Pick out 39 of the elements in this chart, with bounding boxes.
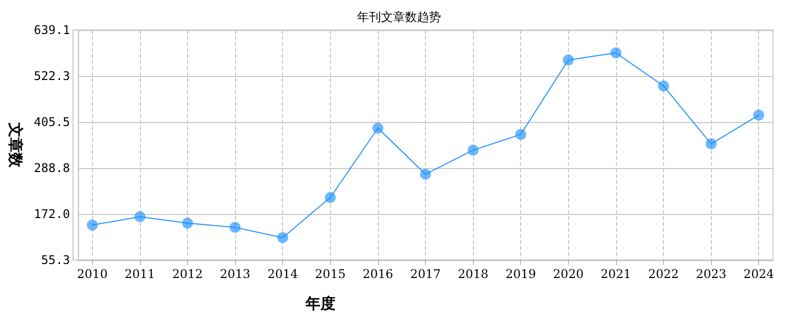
point bbox=[562, 54, 574, 66]
x-tick-label: 2020 bbox=[553, 267, 584, 281]
x-tick-label: 2024 bbox=[743, 267, 774, 281]
point bbox=[658, 80, 670, 92]
point bbox=[610, 47, 622, 58]
point bbox=[706, 138, 717, 150]
chart-title: 年刊文章数趋势 bbox=[357, 10, 441, 24]
x-tick-label: 2014 bbox=[267, 267, 298, 281]
y-tick-label: 522.3 bbox=[34, 69, 70, 84]
point bbox=[420, 168, 432, 180]
point bbox=[134, 211, 146, 222]
x-tick-label: 2013 bbox=[220, 267, 250, 281]
point bbox=[182, 218, 194, 229]
point bbox=[86, 220, 98, 231]
x-tick-label: 2015 bbox=[315, 267, 346, 281]
x-tick-label: 2011 bbox=[124, 267, 156, 281]
y-axis-title: 文章数 bbox=[6, 122, 24, 168]
y-tick-label: 172.0 bbox=[34, 207, 70, 222]
x-tick-label: 2023 bbox=[696, 267, 726, 281]
x-tick-label: 2019 bbox=[505, 267, 536, 281]
point bbox=[753, 110, 764, 121]
x-tick-label: 2018 bbox=[458, 267, 488, 281]
point bbox=[372, 122, 384, 134]
x-tick-label: 2010 bbox=[77, 267, 108, 281]
x-axis-title: 年度 bbox=[304, 294, 336, 312]
x-tick-label: 2012 bbox=[172, 267, 203, 281]
point bbox=[230, 222, 241, 233]
point bbox=[515, 128, 526, 140]
x-tick-label: 2021 bbox=[600, 267, 632, 281]
x-tick-label: 2017 bbox=[410, 267, 441, 281]
point bbox=[324, 192, 336, 203]
y-tick-label: 55.3 bbox=[41, 253, 70, 267]
y-tick-label: 405.5 bbox=[34, 115, 70, 130]
x-tick-label: 2016 bbox=[362, 267, 394, 281]
point bbox=[468, 144, 479, 156]
x-tick-label: 2022 bbox=[648, 267, 679, 281]
y-tick-label: 639.1 bbox=[34, 23, 70, 37]
point bbox=[277, 232, 288, 244]
y-tick-label: 288.8 bbox=[34, 161, 70, 176]
